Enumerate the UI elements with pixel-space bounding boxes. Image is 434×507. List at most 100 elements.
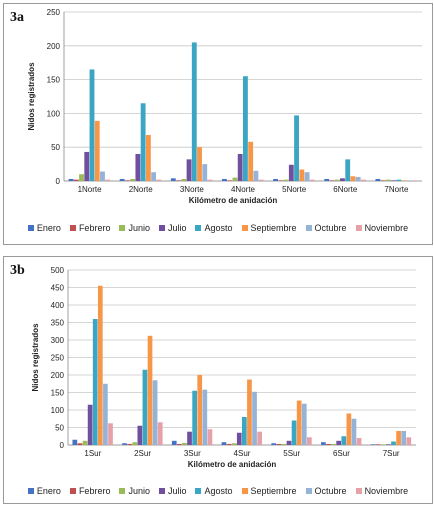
legend-label: Septiembre [250, 223, 297, 233]
legend-item: Junio [119, 486, 150, 496]
legend-item: Noviembre [355, 223, 408, 233]
bar-febrero-5norte [278, 180, 284, 181]
bar-septiembre-6sur [346, 413, 352, 445]
bar-octubre-7norte [406, 180, 412, 181]
y-tick-label: 500 [51, 266, 65, 275]
bar-julio-1norte [84, 151, 90, 181]
bar-octubre-1norte [100, 171, 105, 181]
y-tick-label: 250 [47, 8, 61, 17]
y-tick-label: 350 [51, 319, 65, 328]
bar-agosto-2sur [142, 369, 148, 445]
bar-agosto-5norte [294, 115, 299, 181]
bar-enero-7sur [370, 444, 376, 445]
x-tick-label: 6Norte [333, 185, 358, 194]
bar-junio-5sur [281, 443, 287, 445]
bar-enero-1sur [72, 439, 78, 445]
x-tick-label: 2Norte [129, 185, 154, 194]
x-tick-label: 4Norte [231, 185, 256, 194]
bar-febrero-4norte [227, 180, 233, 181]
legend-swatch [195, 488, 202, 494]
legend-swatch [305, 225, 312, 231]
bar-febrero-6sur [326, 443, 331, 445]
y-axis-title: Nidos registrados [27, 62, 36, 131]
bar-julio-2norte [135, 153, 141, 181]
bar-noviembre-3sur [207, 429, 213, 445]
bar-agosto-4sur [242, 417, 247, 445]
bar-noviembre-6sur [356, 438, 362, 445]
legend-label: Noviembre [364, 486, 409, 496]
bar-julio-6sur [336, 440, 342, 445]
bar-octubre-2sur [152, 380, 158, 445]
bar-noviembre-6norte [361, 179, 366, 181]
legend-label: Febrero [78, 486, 111, 496]
bar-septiembre-5sur [296, 400, 302, 445]
bar-junio-4sur [231, 443, 237, 445]
y-tick-label: 300 [51, 336, 65, 345]
legend-swatch [158, 225, 165, 231]
legend-label: Octubre [314, 486, 347, 496]
y-tick-label: 50 [51, 143, 60, 152]
bar-agosto-3sur [192, 390, 197, 445]
legend-item: Octubre [305, 223, 347, 233]
legend-label: Julio [167, 223, 187, 233]
bar-enero-5sur [271, 443, 277, 445]
legend-swatch [355, 225, 362, 231]
legend-label: Enero [36, 486, 61, 496]
bar-agosto-1norte [89, 69, 95, 181]
bar-septiembre-7norte [401, 180, 407, 181]
bar-junio-4norte [232, 177, 238, 181]
bar-noviembre-4norte [258, 179, 264, 181]
legend-item: Octubre [305, 486, 347, 496]
bar-octubre-7sur [401, 431, 407, 445]
x-tick-label: 3Sur [184, 449, 201, 458]
bar-julio-5norte [288, 164, 294, 181]
legend-label: Septiembre [250, 486, 297, 496]
x-tick-label: 6Sur [333, 449, 350, 458]
bar-febrero-5sur [276, 443, 282, 445]
bar-enero-6norte [324, 178, 330, 181]
bar-septiembre-1norte [94, 120, 100, 181]
x-axis-title: Kilómetro de anidación [189, 196, 278, 205]
bar-octubre-4sur [252, 391, 257, 445]
x-tick-label: 3Norte [180, 185, 205, 194]
bar-septiembre-7sur [396, 431, 401, 445]
bar-enero-2norte [119, 178, 125, 181]
legend-item: Enero [27, 223, 61, 233]
bar-julio-5sur [286, 440, 292, 445]
bar-septiembre-4norte [248, 141, 254, 181]
bar-febrero-4sur [226, 443, 232, 445]
legend-label: Enero [36, 223, 61, 233]
bar-noviembre-3norte [207, 179, 213, 181]
bar-julio-7norte [391, 180, 397, 181]
bar-noviembre-2sur [157, 422, 163, 445]
legend-label: Agosto [204, 223, 233, 233]
bar-junio-6norte [334, 179, 340, 181]
bar-agosto-5sur [291, 420, 297, 445]
y-tick-label: 450 [51, 284, 65, 293]
legend-item: Agosto [195, 223, 233, 233]
x-tick-label: 1Norte [78, 185, 103, 194]
legend-item: Septiembre [241, 486, 297, 496]
bar-octubre-5norte [304, 172, 310, 181]
legend-item: Septiembre [241, 223, 297, 233]
x-tick-label: 5Sur [283, 449, 300, 458]
bar-septiembre-4sur [247, 379, 252, 445]
bar-julio-4sur [236, 432, 242, 445]
bar-julio-3sur [187, 431, 192, 445]
bar-junio-6sur [331, 443, 336, 445]
legend-swatch [158, 488, 165, 494]
bar-noviembre-7sur [406, 437, 412, 445]
bar-junio-1sur [82, 440, 88, 445]
legend-label: Junio [128, 223, 150, 233]
bar-septiembre-2sur [147, 335, 153, 445]
legend-label: Junio [128, 486, 150, 496]
bar-chart-3b: 0 50 100 150 200 250 300 350 400 450 500 1Sur 2Sur 3S… [31, 266, 416, 469]
legend-item: Febrero [69, 486, 111, 496]
bar-noviembre-1sur [108, 423, 113, 445]
legend-swatch [119, 225, 126, 231]
bar-octubre-3norte [202, 164, 208, 181]
legend-item: Agosto [195, 486, 233, 496]
legend: Enero Febrero Junio Julio Agosto Septiembre Oc… [4, 223, 432, 233]
bar-enero-3norte [170, 178, 176, 181]
y-tick-label: 0 [60, 441, 65, 450]
